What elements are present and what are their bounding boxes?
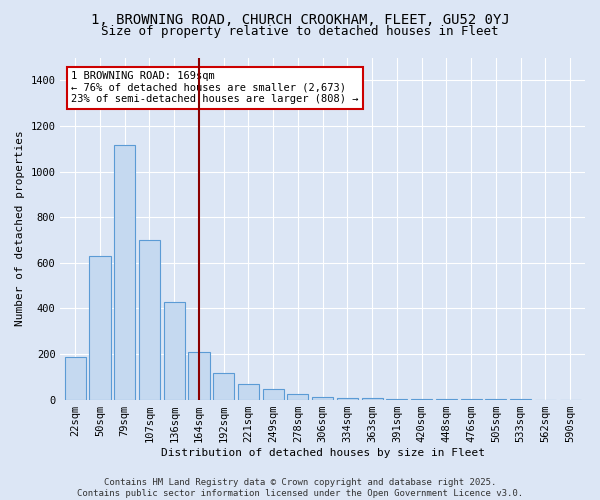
Bar (238, 384, 259, 400)
Bar (312, 397, 333, 400)
Text: 1, BROWNING ROAD, CHURCH CROOKHAM, FLEET, GU52 0YJ: 1, BROWNING ROAD, CHURCH CROOKHAM, FLEET… (91, 12, 509, 26)
Bar (114, 146, 135, 400)
Bar (362, 398, 383, 400)
Bar (386, 399, 407, 400)
Y-axis label: Number of detached properties: Number of detached properties (15, 130, 25, 326)
Text: 1 BROWNING ROAD: 169sqm
← 76% of detached houses are smaller (2,673)
23% of semi: 1 BROWNING ROAD: 169sqm ← 76% of detache… (71, 71, 358, 104)
X-axis label: Distribution of detached houses by size in Fleet: Distribution of detached houses by size … (161, 448, 485, 458)
Text: Size of property relative to detached houses in Fleet: Size of property relative to detached ho… (101, 25, 499, 38)
Bar (65, 358, 86, 400)
Text: Contains HM Land Registry data © Crown copyright and database right 2025.
Contai: Contains HM Land Registry data © Crown c… (77, 478, 523, 498)
Bar (164, 302, 185, 400)
Bar (89, 256, 110, 400)
Bar (263, 390, 284, 400)
Bar (287, 394, 308, 400)
Bar (213, 374, 234, 400)
Bar (337, 398, 358, 400)
Bar (139, 240, 160, 400)
Bar (188, 352, 209, 400)
